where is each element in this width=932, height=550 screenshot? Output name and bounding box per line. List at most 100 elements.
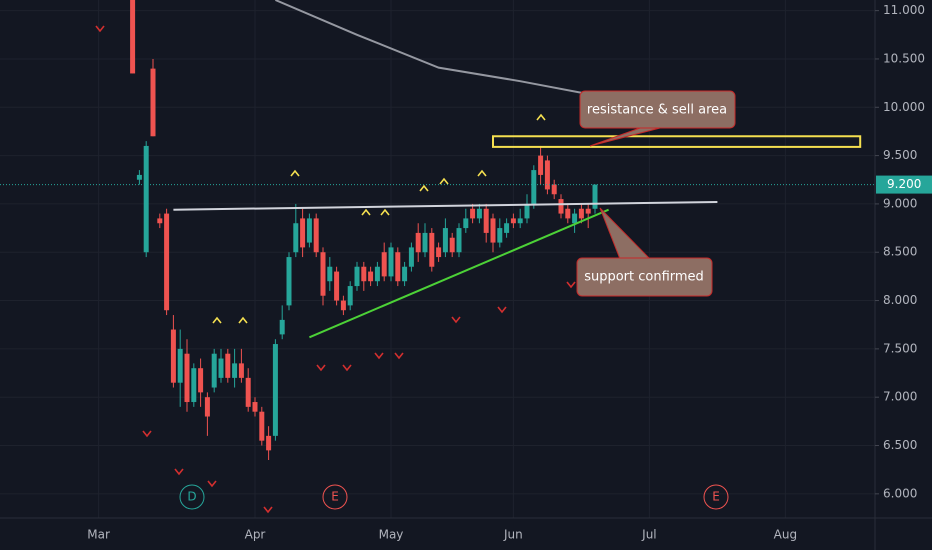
x-tick-label: Mar [87, 528, 110, 542]
candle-body [306, 218, 312, 243]
candle-body [232, 363, 238, 378]
line [309, 208, 609, 339]
annotation: support confirmed [584, 270, 704, 285]
annotation-box [576, 257, 713, 297]
y-tick-label: 7.500 [883, 341, 917, 355]
candle-body [130, 0, 136, 74]
candle-body [340, 300, 346, 311]
markers: D E E resistance & sell area support con… [95, 25, 736, 514]
candle-body [313, 218, 319, 253]
candle-body [191, 368, 197, 403]
y-tick-label: 9.500 [883, 148, 917, 162]
candle-body [442, 228, 448, 253]
candle-body [510, 218, 516, 224]
candle-body [565, 208, 571, 219]
dividend-label: D [187, 490, 196, 504]
x-tick-label: Apr [245, 528, 266, 542]
y-tick-label: 8.500 [883, 245, 917, 259]
up-markers [212, 113, 546, 324]
earnings-marker[interactable] [703, 484, 729, 510]
x-tick-label: Jun [503, 528, 523, 542]
candle-body [463, 218, 469, 229]
x-tick-label: Aug [774, 528, 797, 542]
candle-body [170, 329, 176, 383]
candle-body [408, 247, 414, 267]
candle-body [320, 252, 326, 296]
candle-body [347, 286, 353, 306]
candle-body [279, 319, 285, 335]
y-tick-label: 11.000 [883, 3, 925, 17]
line [173, 200, 718, 211]
candle-body [238, 363, 244, 378]
candle-body [483, 208, 489, 233]
candle-body [415, 232, 421, 253]
candle-body [538, 155, 544, 175]
candle-body [436, 247, 442, 258]
earnings-marker[interactable] [322, 484, 348, 510]
candle-body [150, 68, 156, 137]
candle-body [164, 213, 170, 311]
candle-body [334, 271, 340, 301]
y-tick-label: 8.000 [883, 293, 917, 307]
candle-body [544, 160, 550, 190]
y-tick-label: 6.000 [883, 486, 917, 500]
candle-body [368, 271, 374, 282]
candle-body [286, 257, 292, 306]
candle-body [354, 266, 360, 287]
candle-body [198, 368, 204, 393]
annotation-box [579, 90, 736, 129]
candle-body [374, 266, 380, 282]
earnings-label: E [331, 490, 339, 504]
candle-body [551, 184, 557, 195]
line [275, 0, 602, 98]
candle-body [218, 358, 224, 378]
candle-body [177, 348, 183, 383]
candle-body [204, 397, 210, 417]
candle-body [266, 435, 272, 451]
axes: 6.000 6.500 7.000 7.500 8.000 8.500 9.000 9.500… [87, 3, 932, 542]
candle-body [422, 232, 428, 253]
candle-body [578, 208, 584, 219]
dividend-marker[interactable] [179, 484, 205, 510]
candle-body [497, 228, 503, 243]
y-tick-label: 10.500 [883, 51, 925, 65]
candle-body [429, 232, 435, 267]
candle-body [136, 174, 142, 180]
candle-body [252, 402, 258, 412]
candle-body [211, 353, 217, 388]
candle-body [395, 252, 401, 282]
candle-body [558, 199, 564, 214]
annotation: resistance & sell area [587, 103, 727, 118]
candle-body [490, 218, 496, 243]
candle-body [300, 218, 306, 248]
candle-body [388, 247, 394, 277]
candle-body [259, 411, 265, 441]
x-tick-label: May [379, 528, 404, 542]
x-tick-label: Jul [641, 528, 656, 542]
candle-body [361, 266, 367, 282]
candle-body [456, 228, 462, 253]
candle-body [402, 266, 408, 282]
candle-body [524, 203, 530, 219]
candle-body [143, 145, 149, 253]
candle-body [327, 266, 333, 282]
y-tick-label: 9.000 [883, 196, 917, 210]
candle-body [272, 344, 278, 436]
candle-body [381, 252, 387, 277]
candle-body [504, 223, 510, 233]
candle-body [184, 353, 190, 403]
resistance-zone [492, 135, 862, 148]
plot [0, 0, 875, 461]
candle-body [293, 223, 299, 253]
earnings-label: E [712, 490, 720, 504]
candle-body [476, 208, 482, 219]
candle-body [470, 208, 476, 219]
candle-body [449, 237, 455, 253]
y-tick-label: 10.000 [883, 100, 925, 114]
candle-body [157, 218, 163, 224]
candle-body [225, 353, 231, 378]
candle-body [585, 208, 591, 214]
last-price-label: 9.200 [887, 177, 921, 191]
